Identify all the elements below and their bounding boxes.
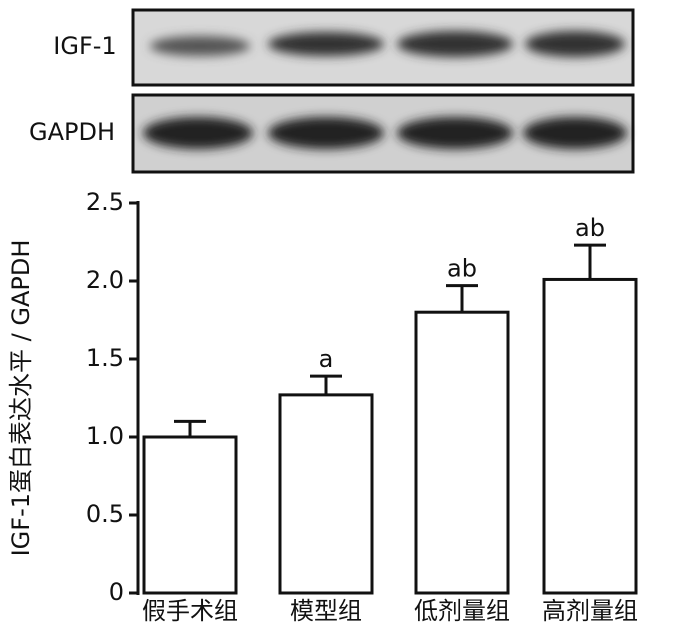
significance-label: ab (575, 214, 605, 242)
y-tick-label: 1.5 (86, 344, 124, 372)
y-tick-label: 2.0 (86, 266, 124, 294)
y-tick-label: 0 (109, 578, 124, 606)
y-tick-label: 2.5 (86, 188, 124, 216)
y-tick-label: 0.5 (86, 500, 124, 528)
blot-label: IGF-1 (53, 32, 116, 60)
bar (278, 393, 374, 595)
x-tick-label: 高剂量组 (542, 597, 638, 625)
bar (142, 435, 238, 595)
significance-label: a (319, 345, 334, 373)
x-tick-label: 低剂量组 (414, 597, 510, 625)
blot-label: GAPDH (29, 118, 115, 146)
bar (542, 277, 638, 595)
x-tick-label: 模型组 (290, 597, 362, 625)
significance-label: ab (447, 255, 477, 283)
bar (414, 310, 510, 595)
blot-bands (143, 117, 627, 149)
blot-bands (150, 31, 625, 57)
y-axis-label: IGF-1蛋白表达水平 / GAPDH (7, 240, 35, 557)
x-tick-label: 假手术组 (142, 597, 238, 625)
y-tick-label: 1.0 (86, 422, 124, 450)
